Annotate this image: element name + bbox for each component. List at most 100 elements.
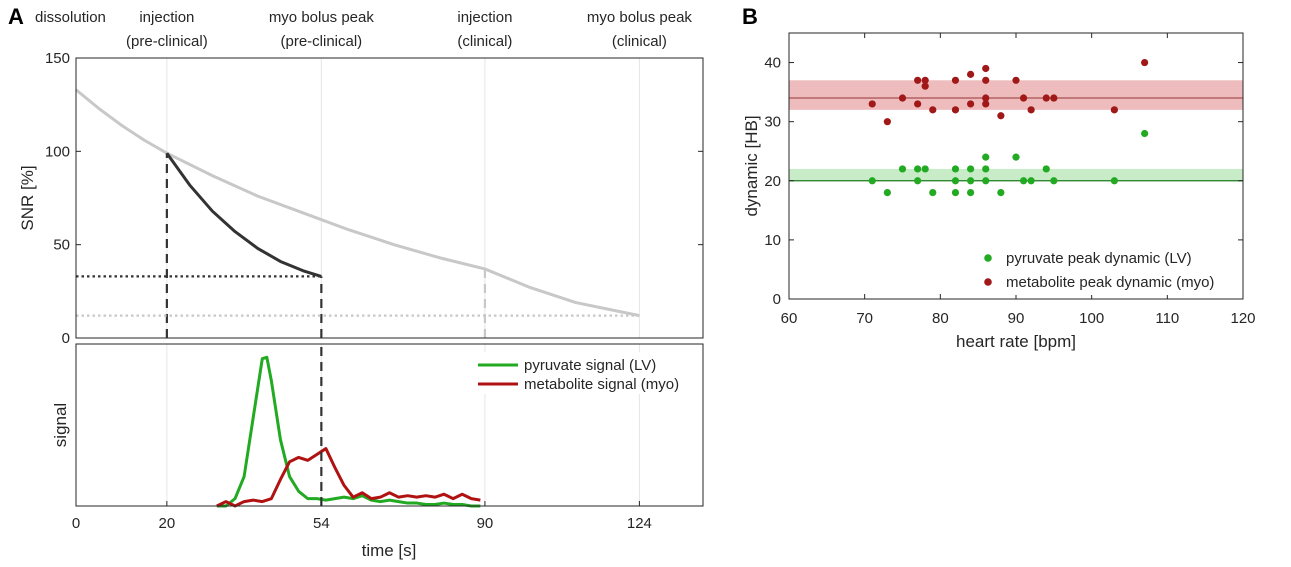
legend-metabolite-dot (984, 278, 992, 286)
heartrate-band-1 (789, 168, 1243, 181)
heartrate-point-pyruvate (868, 177, 876, 185)
heartrate-x-label: heart rate [bpm] (956, 332, 1076, 351)
snr-series (75, 88, 640, 338)
signal-frame (75, 343, 704, 507)
heartrate-xtick-label: 60 (781, 310, 798, 327)
legend-metabolite-dynamic-label: metabolite peak dynamic (myo) (1006, 274, 1214, 291)
heartrate-point-pyruvate (967, 189, 975, 197)
heartrate-point-metabolite (898, 94, 907, 102)
signal-xtick-label: 20 (159, 515, 176, 532)
legend-pyruvate-dynamic-label: pyruvate peak dynamic (LV) (1006, 250, 1192, 267)
heartrate-point-pyruvate (1019, 177, 1028, 185)
snr-y-ticks: 0 50 100 150 (45, 50, 703, 347)
signal-series (216, 344, 481, 508)
heartrate-point-pyruvate (967, 165, 975, 173)
heartrate-point-metabolite (1110, 106, 1118, 114)
heartrate-bands (789, 80, 1243, 182)
heartrate-point-pyruvate (929, 189, 937, 197)
heartrate-ytick-label: 40 (764, 55, 781, 72)
heartrate-point-metabolite (1050, 94, 1058, 102)
legend-pyruvate-label: pyruvate signal (LV) (524, 357, 656, 374)
event-annotation-text: dissolution (35, 9, 106, 26)
heartrate-xtick-label: 80 (932, 310, 949, 327)
heartrate-point-pyruvate (997, 189, 1005, 197)
heartrate-point-pyruvate (982, 153, 990, 161)
heartrate-ytick-label: 30 (764, 114, 781, 131)
heartrate-point-pyruvate (914, 177, 922, 185)
snr-plot-area (76, 58, 703, 338)
heartrate-xtick-label: 100 (1079, 310, 1104, 327)
heartrate-point-pyruvate (967, 177, 975, 185)
signal-legend-box (470, 352, 698, 394)
snr-ytick-label: 50 (53, 237, 70, 254)
heartrate-legend: pyruvate peak dynamic (LV) metabolite pe… (980, 245, 1238, 295)
snr-axes: 0 50 100 150 SNR [%] (18, 50, 704, 347)
signal-xtick-label: 124 (627, 515, 652, 532)
heartrate-point-pyruvate (951, 177, 960, 185)
heartrate-point-metabolite (951, 76, 960, 84)
heartrate-point-pyruvate (1012, 153, 1020, 161)
heartrate-point-metabolite (982, 100, 990, 108)
heartrate-point-metabolite (921, 82, 929, 90)
heartrate-y-label: dynamic [HB] (742, 115, 761, 216)
signal-legend: pyruvate signal (LV) metabolite signal (… (470, 352, 698, 394)
event-annotation-text: (pre-clinical) (126, 33, 208, 50)
snr-series-0 (75, 88, 640, 318)
panel-a-label: A (8, 4, 24, 29)
heartrate-point-metabolite (951, 106, 960, 114)
heartrate-point-metabolite (982, 76, 990, 84)
heartrate-point-metabolite (1012, 76, 1020, 84)
signal-xtick-label: 0 (72, 515, 80, 532)
event-annotation-text: (pre-clinical) (281, 33, 363, 50)
heartrate-point-metabolite (982, 64, 990, 73)
heartrate-band-0 (789, 80, 1243, 110)
heartrate-point-pyruvate (1042, 165, 1050, 173)
heartrate-point-pyruvate (982, 165, 990, 173)
snr-ytick-label: 100 (45, 143, 70, 160)
heartrate-point-metabolite (868, 100, 876, 108)
heartrate-point-metabolite (982, 94, 990, 102)
event-annotation-text: myo bolus peak (587, 9, 693, 26)
heartrate-ticks: 60 70 80 90 100 110 120 0 10 20 30 40 (764, 33, 1256, 327)
legend-pyruvate-dot (984, 254, 992, 262)
heartrate-xtick-label: 110 (1155, 310, 1179, 327)
signal-series-1 (216, 447, 481, 508)
heartrate-points (868, 58, 1149, 197)
heartrate-point-metabolite (1019, 94, 1028, 102)
event-annotation-text: injection (457, 9, 512, 26)
event-annotations: dissolution injection (pre-clinical) myo bo… (35, 9, 692, 50)
event-annotation-text: myo bolus peak (269, 9, 375, 26)
heartrate-xtick-label: 90 (1008, 310, 1025, 327)
signal-x-ticks: 0 20 54 90 124 (72, 501, 652, 532)
heartrate-point-pyruvate (1110, 177, 1118, 185)
heartrate-point-metabolite (921, 76, 929, 84)
event-annotation-text: injection (139, 9, 194, 26)
signal-y-label: signal (51, 403, 70, 447)
heartrate-point-metabolite (967, 100, 975, 108)
heartrate-point-metabolite (967, 70, 975, 78)
legend-metabolite-label: metabolite signal (myo) (524, 376, 679, 393)
heartrate-point-pyruvate (921, 165, 929, 173)
heartrate-point-metabolite (1042, 94, 1050, 102)
heartrate-point-pyruvate (982, 177, 990, 185)
signal-xtick-label: 54 (313, 515, 330, 532)
heartrate-point-metabolite (1141, 58, 1149, 67)
heartrate-point-metabolite (883, 118, 891, 126)
event-annotation-text: (clinical) (457, 33, 512, 50)
heartrate-point-pyruvate (898, 165, 907, 173)
snr-ytick-label: 0 (62, 330, 70, 347)
heartrate-point-pyruvate (951, 165, 960, 173)
heartrate-xtick-label: 70 (856, 310, 873, 327)
signal-xtick-label: 90 (477, 515, 494, 532)
snr-frame (75, 57, 704, 339)
heartrate-point-metabolite (929, 106, 937, 114)
heartrate-legend-box (980, 245, 1238, 295)
snr-series-1 (165, 152, 322, 278)
heartrate-ytick-label: 0 (773, 291, 781, 308)
signal-axes: 0 20 54 90 124 signal time [s] pyruvate sign… (51, 343, 704, 560)
heartrate-point-pyruvate (951, 189, 960, 197)
heartrate-point-pyruvate (883, 189, 891, 197)
heartrate-xtick-label: 120 (1230, 310, 1255, 327)
